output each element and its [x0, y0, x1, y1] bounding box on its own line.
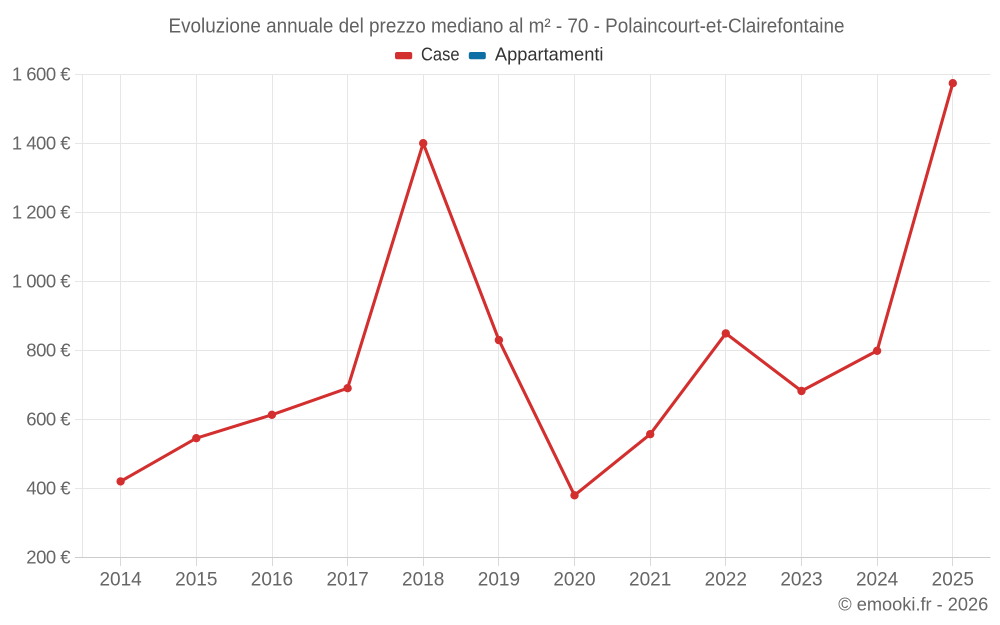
svg-text:1 600 €: 1 600 € — [12, 63, 71, 84]
svg-text:800 €: 800 € — [26, 339, 71, 360]
svg-text:1 000 €: 1 000 € — [12, 270, 71, 291]
svg-text:600 €: 600 € — [26, 409, 71, 430]
svg-text:Case: Case — [421, 45, 460, 65]
svg-text:2015: 2015 — [175, 570, 217, 591]
svg-text:2017: 2017 — [326, 570, 368, 591]
svg-text:Appartamenti: Appartamenti — [495, 45, 604, 65]
svg-text:1 200 €: 1 200 € — [12, 201, 71, 222]
svg-text:400 €: 400 € — [26, 478, 71, 499]
svg-text:1 400 €: 1 400 € — [12, 132, 71, 153]
svg-text:2014: 2014 — [99, 570, 142, 591]
svg-text:2016: 2016 — [251, 570, 293, 591]
svg-text:2018: 2018 — [402, 570, 444, 591]
svg-text:200 €: 200 € — [26, 547, 71, 568]
svg-text:2023: 2023 — [780, 570, 822, 591]
svg-text:© emooki.fr - 2026: © emooki.fr - 2026 — [838, 595, 988, 615]
svg-text:2022: 2022 — [705, 570, 747, 591]
svg-text:2020: 2020 — [553, 570, 595, 591]
svg-text:2019: 2019 — [478, 570, 520, 591]
svg-text:Evoluzione annuale del prezzo: Evoluzione annuale del prezzo mediano al… — [169, 16, 845, 38]
svg-text:2025: 2025 — [932, 570, 974, 591]
svg-text:2021: 2021 — [629, 570, 671, 591]
svg-text:2024: 2024 — [856, 570, 899, 591]
